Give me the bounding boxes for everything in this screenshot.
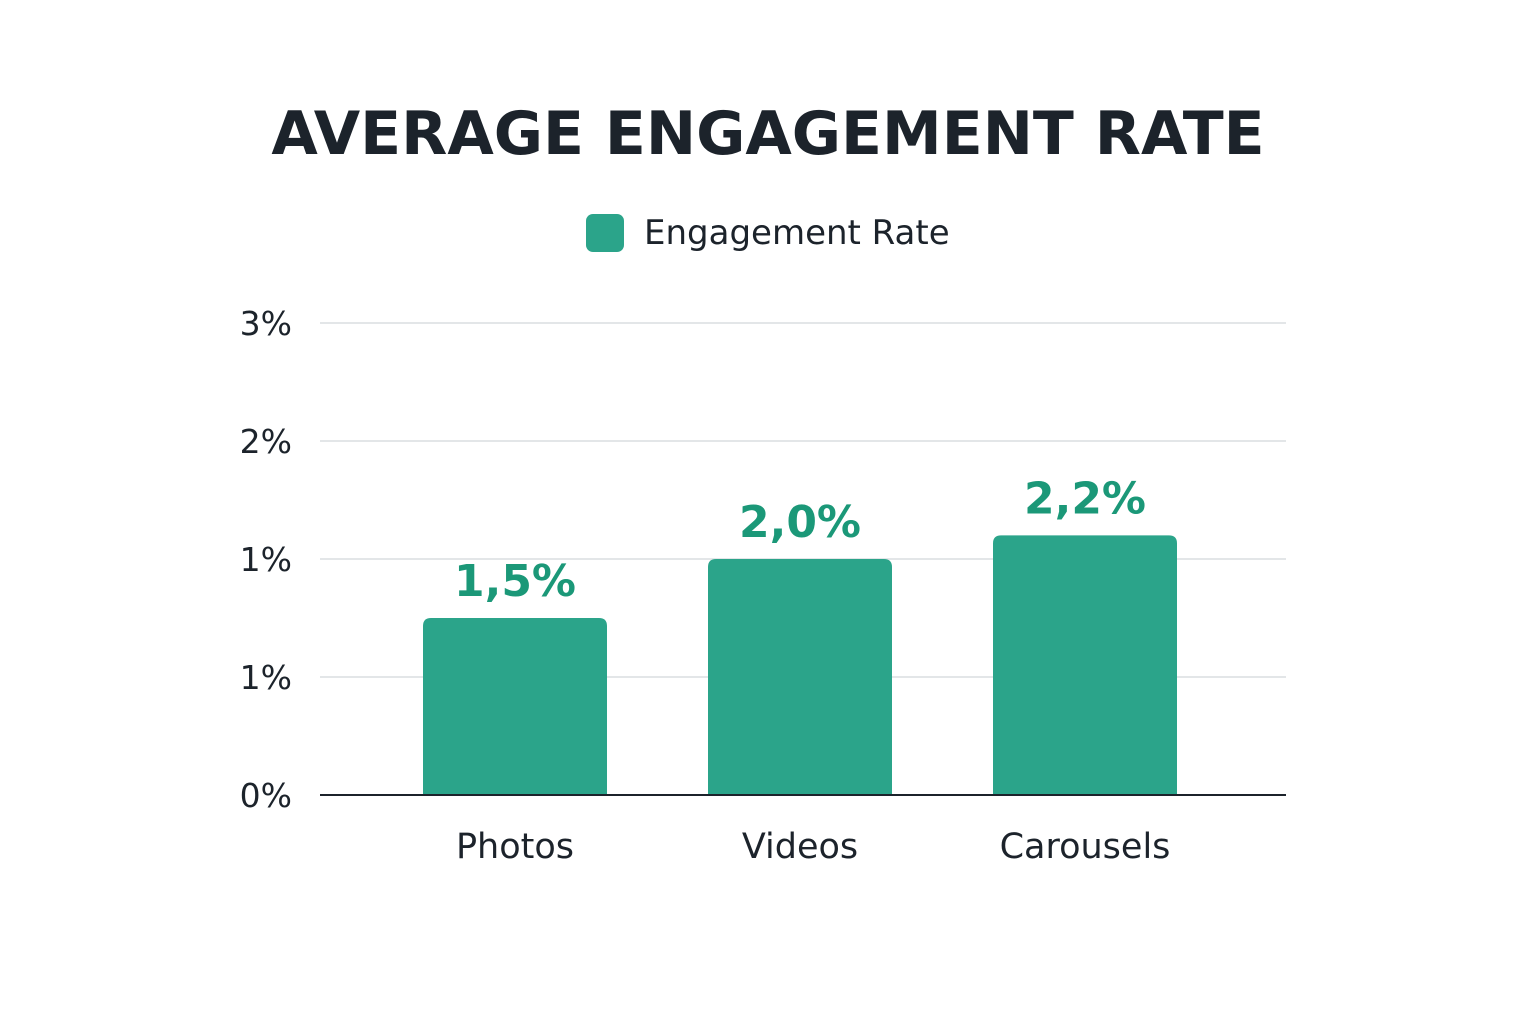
- legend: Engagement Rate: [586, 212, 950, 254]
- bar: [423, 618, 607, 795]
- x-category-label: Carousels: [1000, 827, 1171, 867]
- bar: [993, 535, 1177, 795]
- legend-swatch: [586, 214, 624, 252]
- y-tick-label: 0%: [240, 776, 292, 815]
- y-tick-label: 2%: [240, 422, 292, 461]
- y-tick-label: 1%: [240, 540, 292, 579]
- labels: 0% 1% 1% 2% 3% 1,5% Photos 2,0% Videos 2,2% Carous…: [240, 304, 1171, 867]
- bars: [423, 535, 1177, 795]
- chart-title: AVERAGE ENGAGEMENT RATE: [271, 99, 1265, 169]
- legend-label: Engagement Rate: [644, 213, 950, 253]
- bar: [708, 559, 892, 795]
- y-tick-label: 3%: [240, 304, 292, 343]
- bar-value-label: 2,2%: [1024, 473, 1146, 524]
- bar-value-label: 2,0%: [739, 497, 861, 548]
- x-category-label: Photos: [456, 827, 574, 867]
- y-tick-label: 1%: [240, 658, 292, 697]
- bar-value-label: 1,5%: [454, 556, 576, 607]
- x-category-label: Videos: [742, 827, 858, 867]
